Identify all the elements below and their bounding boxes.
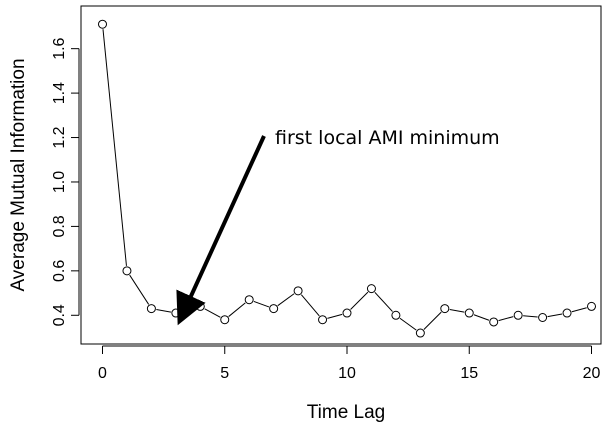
- series-line-segment: [523, 315, 538, 318]
- series-line-segment: [102, 29, 127, 266]
- series-line-segment: [571, 307, 587, 313]
- series-line-segment: [327, 313, 343, 319]
- data-point: [195, 301, 205, 311]
- series-line-segment: [300, 294, 320, 317]
- series-line-segment: [350, 291, 369, 310]
- x-axis-title: Time Lag: [307, 402, 386, 423]
- data-point: [366, 284, 376, 294]
- y-tick-label: 1.4: [51, 82, 68, 104]
- series-ami: [98, 19, 596, 338]
- series-line-segment: [547, 313, 563, 318]
- series-line-segment: [374, 291, 393, 312]
- y-tick-label: 0.6: [51, 260, 68, 282]
- series-line-segment: [399, 317, 417, 331]
- data-point: [220, 315, 230, 325]
- series-line-segment: [449, 309, 465, 313]
- data-point: [342, 308, 352, 318]
- x-tick-label: 15: [460, 365, 478, 382]
- data-point: [391, 310, 401, 320]
- y-axis: 0.4 0.6 0.8 1.0 1.2 1.4 1.6: [51, 37, 80, 326]
- data-point: [489, 317, 499, 327]
- data-point: [171, 308, 181, 318]
- data-point: [538, 313, 548, 323]
- data-point: [513, 310, 523, 320]
- x-tick-label: 20: [583, 365, 601, 382]
- data-point: [269, 304, 279, 314]
- series-line-segment: [228, 302, 246, 317]
- data-point: [146, 304, 156, 314]
- x-tick-label: 5: [220, 365, 229, 382]
- y-tick-label: 1.2: [51, 126, 68, 148]
- x-axis: 0 5 10 15 20: [98, 345, 601, 382]
- plot-frame: [80, 5, 602, 345]
- x-tick-label: 0: [98, 365, 107, 382]
- data-point: [318, 315, 328, 325]
- y-axis-title: Average Mutual Information: [8, 58, 29, 291]
- series-line-segment: [498, 316, 514, 322]
- series-line-segment: [129, 274, 150, 305]
- data-point: [562, 308, 572, 318]
- data-point: [98, 19, 107, 29]
- series-line-segment: [277, 293, 295, 307]
- annotation-arrow: [176, 135, 266, 326]
- series-line-segment: [423, 311, 442, 330]
- series-line-segment: [253, 300, 270, 308]
- data-point: [293, 286, 303, 296]
- data-point: [122, 266, 132, 276]
- annotation-text: first local AMI minimum: [275, 127, 500, 149]
- data-point: [464, 308, 474, 318]
- data-point: [440, 304, 450, 314]
- y-tick-label: 0.8: [51, 215, 68, 237]
- data-point: [244, 295, 254, 305]
- series-line-segment: [156, 309, 172, 313]
- x-tick-label: 10: [338, 365, 356, 382]
- series-line-segment: [204, 308, 221, 318]
- y-tick-label: 0.4: [51, 304, 68, 326]
- y-tick-label: 1.0: [51, 171, 68, 193]
- series-line-segment: [473, 314, 490, 321]
- data-point: [587, 301, 596, 311]
- y-tick-label: 1.6: [51, 37, 68, 59]
- data-point: [415, 328, 425, 338]
